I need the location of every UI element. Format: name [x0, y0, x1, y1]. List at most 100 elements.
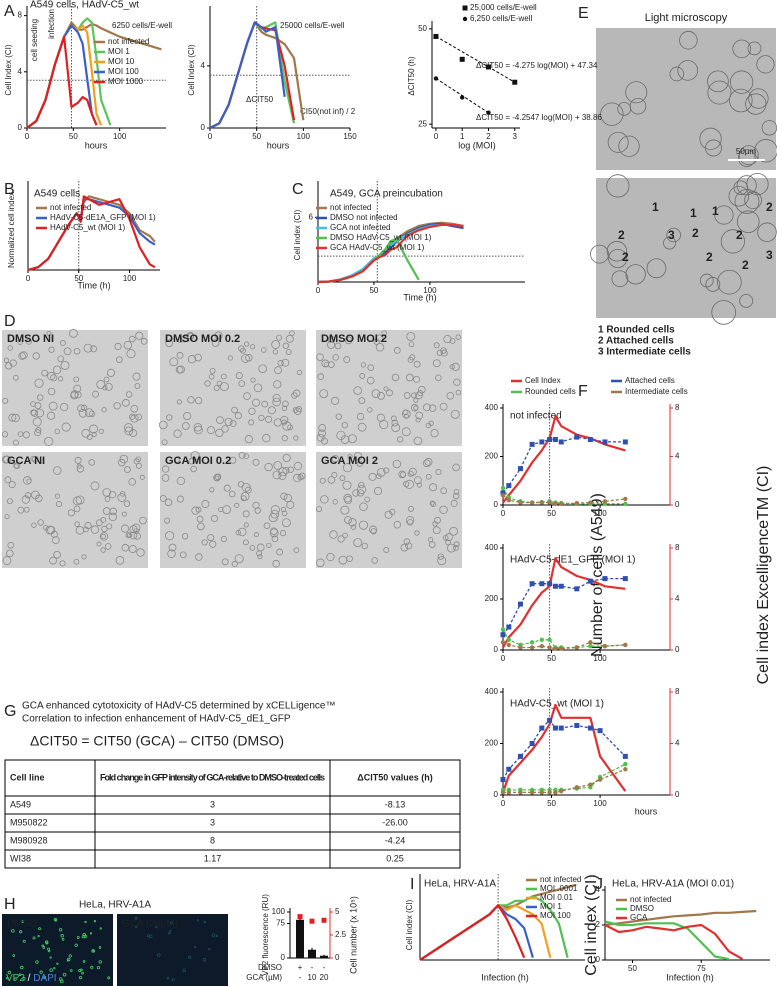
cell [83, 343, 93, 353]
cell [397, 436, 404, 443]
cell-marker: 2 [736, 228, 743, 242]
cell [400, 543, 409, 552]
x-axis-label: Infection (h) [666, 972, 714, 982]
marker [539, 439, 545, 445]
x-tick-label: 0 [501, 654, 506, 663]
chart-title: HeLa, HRV-A1A (MOI 0.01) [612, 879, 734, 890]
marker [558, 725, 564, 731]
row-label: DMSO [258, 963, 282, 972]
x-axis-label: Time (h) [403, 292, 436, 302]
cell-marker: 1 [652, 200, 659, 214]
cell [101, 407, 107, 413]
cell [196, 919, 200, 922]
legend-label: MOI 1000 [108, 77, 144, 86]
marker [588, 782, 593, 787]
marker [587, 578, 593, 584]
cell [293, 407, 302, 416]
series-line [27, 195, 156, 272]
cell [60, 360, 70, 370]
cell [76, 463, 82, 469]
cell [171, 978, 175, 982]
cell [37, 935, 40, 938]
marker [623, 642, 628, 648]
cell [13, 977, 17, 981]
series-line [502, 436, 626, 494]
cell [195, 506, 202, 513]
cell [455, 334, 461, 340]
cell [31, 490, 40, 500]
cell [117, 458, 126, 467]
bar [296, 919, 304, 958]
y2-tick-label: 8 [675, 403, 680, 412]
caption-line: GCA enhanced cytotoxicity of HAdV-C5 det… [22, 701, 336, 712]
cell [35, 960, 39, 964]
cell [6, 498, 13, 505]
cell [332, 499, 338, 505]
cell [19, 351, 28, 360]
cell [434, 516, 441, 524]
cell [405, 542, 413, 550]
cell [757, 222, 777, 242]
micrograph-label: DMSO MOI 0.2 [165, 333, 240, 345]
cell [203, 920, 207, 924]
chart-title: A549 cells [34, 189, 80, 200]
stain-part: VP2 [6, 973, 25, 984]
y2-tick-label: 4 [675, 739, 680, 748]
cell [241, 354, 250, 363]
cell [100, 547, 106, 553]
series-line [604, 923, 744, 961]
image-texture [590, 172, 777, 325]
y-axis-label: VP2 fluorescence (RU) [261, 894, 270, 976]
x-tick-label: 2 [486, 132, 491, 141]
chart-title: HeLa, HRV-A1A [424, 879, 496, 890]
cell [209, 487, 215, 493]
cell [211, 933, 216, 937]
table-cell: 1.17 [204, 853, 222, 863]
cell [429, 483, 438, 492]
cell [433, 342, 440, 349]
cell [90, 965, 94, 969]
cell [707, 70, 729, 93]
marker [539, 581, 545, 587]
cell [393, 520, 402, 529]
micrograph-label: GCA NI [7, 455, 45, 467]
marker [485, 64, 491, 70]
x-tick-label: 50 [547, 799, 556, 808]
cell [728, 185, 750, 207]
series-line [317, 223, 464, 284]
x-tick-label: 100 [593, 509, 607, 518]
cell [663, 236, 676, 250]
cell [4, 514, 10, 520]
y-tick-label: 400 [485, 687, 499, 696]
cell [187, 396, 195, 404]
legend-label: MOI 1 [540, 902, 562, 911]
cell [161, 439, 168, 446]
cell [215, 934, 219, 938]
legend-label: 6,250 cells/E-well [470, 14, 532, 23]
cell [44, 436, 54, 446]
chart-title: HAdV-C5_wt (MOI 1) [510, 699, 604, 710]
y-tick-label: 400 [485, 543, 499, 552]
cell [74, 943, 78, 947]
cell [248, 407, 256, 415]
formula: ΔCIT50 = CIT50 (GCA) – CIT50 (DMSO) [30, 733, 284, 749]
cell [618, 135, 640, 157]
cell [404, 479, 414, 489]
marker [506, 497, 512, 503]
marker [552, 725, 558, 731]
cell [221, 558, 229, 566]
x-tick-label: 75 [697, 964, 706, 973]
legend-label: 25,000 cells/E-well [470, 3, 537, 12]
cell [278, 467, 288, 477]
cell [98, 428, 104, 434]
cell [54, 919, 57, 922]
cell [321, 359, 330, 368]
cell [84, 920, 87, 924]
cell [350, 524, 357, 530]
legend-label: 2 Attached cells [598, 336, 674, 347]
marker [597, 728, 603, 734]
cell [738, 145, 759, 166]
micrograph-label: DMSO MOI 2 [321, 333, 387, 345]
cell [181, 533, 189, 540]
cell [176, 399, 182, 405]
